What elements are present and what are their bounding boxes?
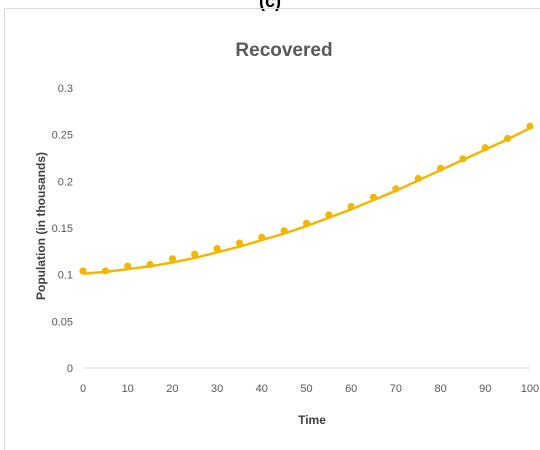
data-point: [347, 202, 355, 211]
panel-label: (c): [259, 0, 281, 11]
data-point: [526, 122, 534, 130]
data-point: [302, 219, 311, 227]
data-point: [392, 185, 400, 193]
data-point: [325, 211, 333, 219]
x-tick-label: 10: [122, 383, 134, 395]
x-tick-label: 90: [479, 383, 491, 395]
data-point: [481, 144, 489, 152]
chart-frame-top: [4, 8, 540, 9]
x-tick-label: 100: [521, 383, 539, 395]
trend-line: [82, 126, 531, 275]
data-point: [235, 239, 244, 247]
x-tick-labels: 0 10 20 30 40 50 60 70 80 90 100: [80, 383, 539, 395]
y-tick-label: 0.3: [58, 83, 73, 95]
data-point: [101, 267, 109, 275]
chart-frame-left: [4, 8, 5, 450]
data-point: [213, 244, 221, 253]
data-point: [414, 174, 422, 183]
y-axis-label: Population (in thousands): [34, 152, 48, 300]
data-point: [79, 267, 87, 275]
x-tick-label: 40: [256, 383, 268, 395]
data-point: [124, 262, 132, 270]
y-tick-labels: 0 0.05 0.1 0.15 0.2 0.25 0.3: [52, 83, 73, 375]
y-tick-label: 0.05: [52, 316, 73, 328]
x-axis-label: Time: [298, 413, 326, 427]
y-tick-label: 0.15: [52, 223, 73, 235]
y-tick-label: 0.1: [58, 270, 73, 282]
y-tick-label: 0.2: [58, 176, 73, 188]
data-point: [258, 233, 266, 241]
x-tick-label: 70: [390, 383, 402, 395]
data-point: [369, 193, 378, 201]
y-tick-label: 0: [67, 363, 73, 375]
data-point: [437, 164, 445, 172]
chart-title: Recovered: [235, 40, 332, 61]
data-point: [280, 227, 288, 235]
x-tick-label: 30: [211, 383, 223, 395]
data-point: [459, 155, 467, 163]
data-point: [191, 250, 199, 258]
x-tick-label: 0: [80, 383, 86, 395]
y-tick-label: 0.25: [52, 130, 73, 142]
data-point: [504, 134, 512, 142]
data-point: [168, 255, 176, 263]
data-point: [146, 260, 154, 268]
x-tick-label: 50: [300, 383, 312, 395]
x-tick-label: 20: [166, 383, 178, 395]
x-tick-label: 60: [345, 383, 357, 395]
data-points: [79, 122, 534, 275]
x-tick-label: 80: [434, 383, 446, 395]
